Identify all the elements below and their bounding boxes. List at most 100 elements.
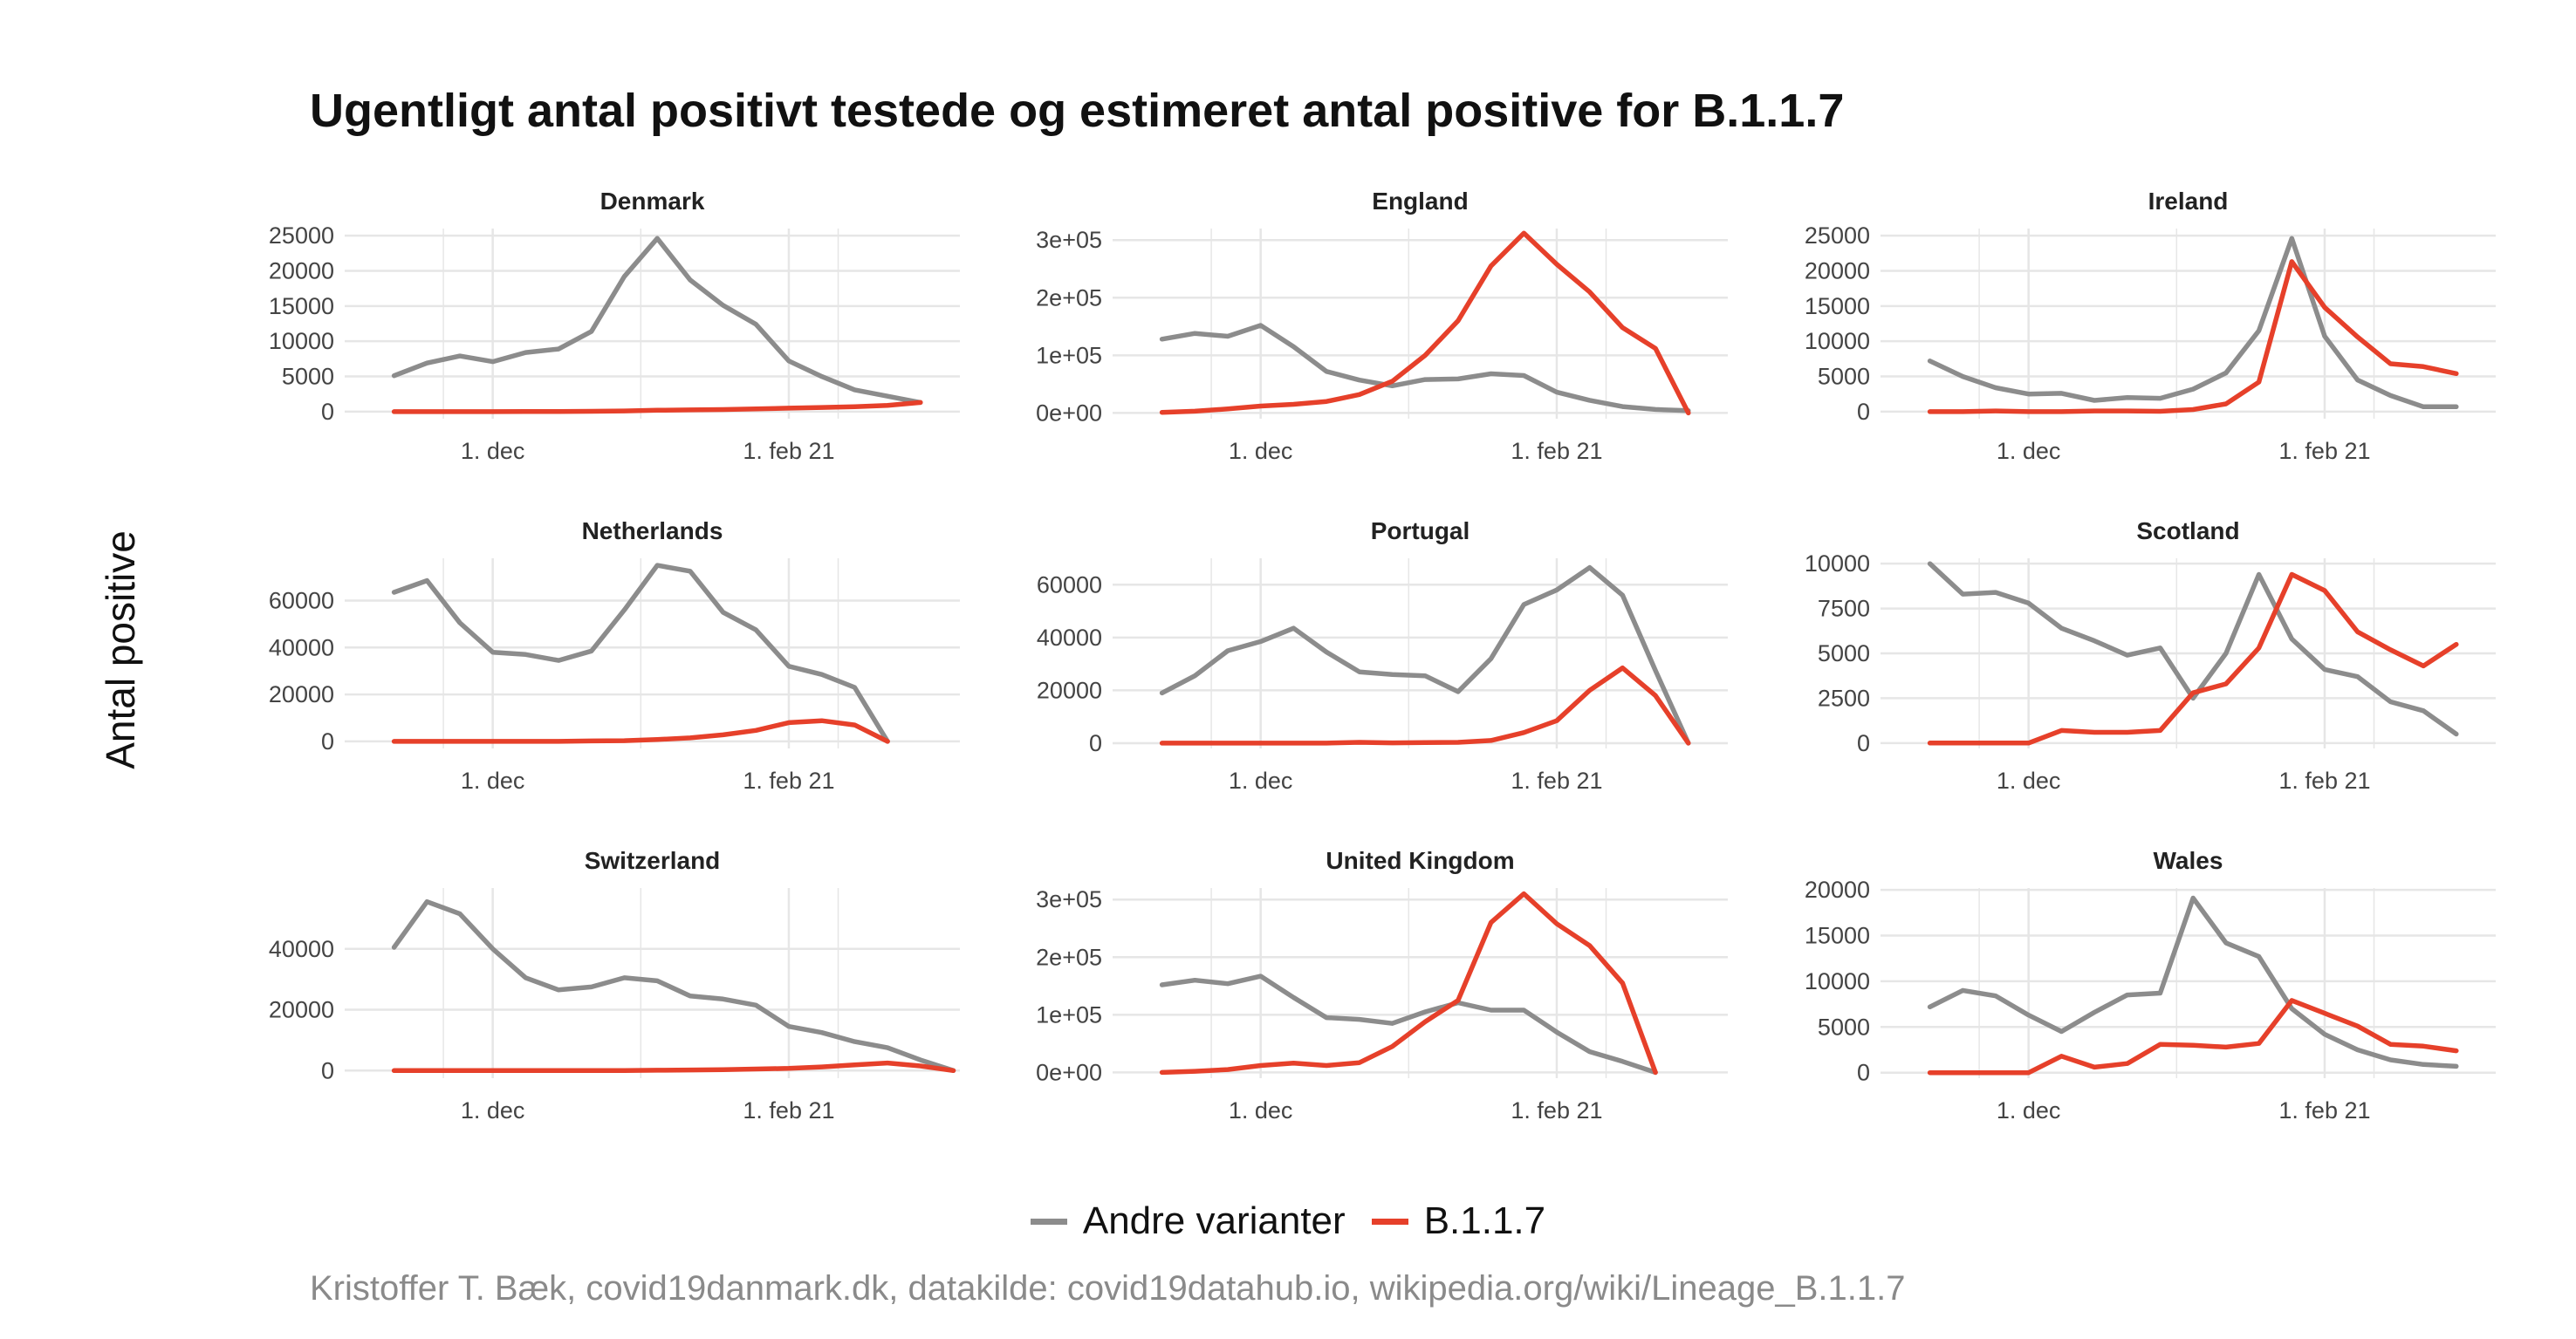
legend-label-b117: B.1.1.7 bbox=[1423, 1199, 1546, 1242]
panel-title: Netherlands bbox=[582, 517, 723, 544]
legend-item-b117: B.1.1.7 bbox=[1371, 1199, 1546, 1243]
panel-title: England bbox=[1372, 188, 1468, 215]
y-tick-label: 5000 bbox=[282, 364, 334, 390]
x-tick-label: 1. feb 21 bbox=[2278, 438, 2370, 464]
panel-wales: 0 5000 10000 15000 20000 1. dec 1. feb 21 Wales bbox=[1805, 847, 2496, 1124]
series-line-andre-varianter bbox=[1927, 236, 2459, 410]
y-tick-label: 20000 bbox=[1805, 877, 1870, 903]
panel-title: Scotland bbox=[2136, 517, 2239, 544]
panel-title: Wales bbox=[2154, 847, 2223, 874]
y-tick-label: 0 bbox=[321, 399, 334, 425]
x-tick-label: 1. feb 21 bbox=[1511, 438, 1602, 464]
y-tick-label: 0 bbox=[321, 728, 334, 755]
series-line-b117 bbox=[391, 400, 923, 414]
panel-title: United Kingdom bbox=[1326, 847, 1514, 874]
panel-denmark: 0 5000 10000 15000 20000 25000 1. dec 1. feb 21… bbox=[269, 188, 960, 464]
y-tick-label: 10000 bbox=[1805, 968, 1870, 994]
panel-netherlands: 0 20000 40000 60000 1. dec 1. feb 21 Netherlan… bbox=[269, 517, 960, 794]
legend: Andre varianter B.1.1.7 bbox=[0, 1199, 2576, 1243]
legend-swatch-other bbox=[1030, 1218, 1067, 1225]
panel-scotland: 0 2500 5000 7500 10000 1. dec 1. feb 21 Scotlan… bbox=[1805, 517, 2496, 794]
series-line-andre-varianter bbox=[1159, 323, 1691, 413]
series-line-andre-varianter bbox=[1159, 974, 1658, 1076]
y-tick-label: 40000 bbox=[1037, 625, 1102, 651]
x-tick-label: 1. dec bbox=[1997, 1097, 2061, 1124]
chart-title: Ugentligt antal positivt testede og esti… bbox=[310, 85, 1845, 137]
panel-portugal: 0 20000 40000 60000 1. dec 1. feb 21 Portugal bbox=[1037, 517, 1728, 794]
y-tick-label: 0 bbox=[1857, 730, 1870, 756]
y-tick-label: 10000 bbox=[1805, 328, 1870, 354]
y-tick-label: 20000 bbox=[1805, 257, 1870, 284]
legend-swatch-b117 bbox=[1371, 1218, 1408, 1225]
panel-england: 0e+00 1e+05 2e+05 3e+05 1. dec 1. feb 21 Engla… bbox=[1036, 188, 1728, 464]
x-tick-label: 1. feb 21 bbox=[743, 768, 834, 794]
y-tick-label: 20000 bbox=[1037, 677, 1102, 703]
y-tick-label: 5000 bbox=[1818, 640, 1870, 666]
series-line-b117 bbox=[1927, 571, 2459, 746]
y-tick-label: 2e+05 bbox=[1036, 944, 1102, 970]
series-line-andre-varianter bbox=[1927, 561, 2459, 737]
y-tick-label: 10000 bbox=[1805, 550, 1870, 577]
x-tick-label: 1. feb 21 bbox=[743, 1097, 834, 1124]
x-tick-label: 1. feb 21 bbox=[1511, 768, 1602, 794]
panel-switzerland: 0 20000 40000 1. dec 1. feb 21 Switzerland bbox=[269, 847, 960, 1124]
series-line-b117 bbox=[1159, 230, 1691, 416]
source-caption: Kristoffer T. Bæk, covid19danmark.dk, da… bbox=[310, 1269, 1906, 1308]
y-tick-label: 0e+00 bbox=[1036, 1059, 1102, 1085]
y-tick-label: 0 bbox=[1857, 399, 1870, 425]
y-tick-label: 0 bbox=[1089, 730, 1102, 756]
x-tick-label: 1. dec bbox=[1997, 768, 2061, 794]
x-tick-label: 1. feb 21 bbox=[1511, 1097, 1602, 1124]
x-tick-label: 1. dec bbox=[461, 768, 525, 794]
y-tick-label: 20000 bbox=[269, 257, 334, 284]
y-tick-label: 10000 bbox=[269, 328, 334, 354]
y-tick-label: 0 bbox=[321, 1057, 334, 1083]
y-tick-label: 5000 bbox=[1818, 1014, 1870, 1040]
x-tick-label: 1. dec bbox=[1229, 768, 1293, 794]
y-tick-label: 20000 bbox=[269, 681, 334, 707]
y-tick-label: 2e+05 bbox=[1036, 284, 1102, 311]
x-tick-label: 1. dec bbox=[1229, 1097, 1293, 1124]
y-tick-label: 15000 bbox=[269, 293, 334, 319]
series-line-andre-varianter bbox=[1927, 895, 2459, 1069]
series-line-andre-varianter bbox=[1159, 564, 1691, 746]
series-line-andre-varianter bbox=[391, 563, 890, 744]
y-tick-label: 7500 bbox=[1818, 596, 1870, 622]
y-tick-label: 40000 bbox=[269, 936, 334, 962]
panel-united-kingdom: 0e+00 1e+05 2e+05 3e+05 1. dec 1. feb 21 Unite… bbox=[1036, 847, 1728, 1124]
series-line-b117 bbox=[391, 1060, 956, 1074]
y-tick-label: 3e+05 bbox=[1036, 886, 1102, 912]
y-tick-label: 40000 bbox=[269, 634, 334, 660]
x-tick-label: 1. dec bbox=[1997, 438, 2061, 464]
panel-ireland: 0 5000 10000 15000 20000 25000 1. dec 1. feb 21… bbox=[1805, 188, 2496, 464]
series-line-andre-varianter bbox=[391, 236, 923, 406]
x-tick-label: 1. feb 21 bbox=[743, 438, 834, 464]
x-tick-label: 1. dec bbox=[461, 438, 525, 464]
y-tick-label: 0 bbox=[1857, 1060, 1870, 1086]
series-line-b117 bbox=[1159, 891, 1658, 1076]
legend-item-other: Andre varianter bbox=[1030, 1199, 1346, 1243]
y-tick-label: 25000 bbox=[269, 222, 334, 249]
y-tick-label: 60000 bbox=[269, 587, 334, 613]
y-tick-label: 1e+05 bbox=[1036, 342, 1102, 368]
y-tick-label: 2500 bbox=[1818, 685, 1870, 711]
y-tick-label: 1e+05 bbox=[1036, 1001, 1102, 1028]
series-line-b117 bbox=[391, 718, 890, 744]
x-tick-label: 1. dec bbox=[1229, 438, 1293, 464]
panel-title: Portugal bbox=[1371, 517, 1470, 544]
panel-title: Denmark bbox=[600, 188, 705, 215]
series-line-b117 bbox=[1927, 259, 2459, 414]
series-line-andre-varianter bbox=[391, 898, 956, 1074]
series-line-b117 bbox=[1927, 998, 2459, 1076]
x-tick-label: 1. feb 21 bbox=[2278, 768, 2370, 794]
x-tick-label: 1. feb 21 bbox=[2278, 1097, 2370, 1124]
y-tick-label: 15000 bbox=[1805, 293, 1870, 319]
panel-title: Ireland bbox=[2148, 188, 2229, 215]
y-tick-label: 3e+05 bbox=[1036, 227, 1102, 253]
y-tick-label: 5000 bbox=[1818, 364, 1870, 390]
panel-title: Switzerland bbox=[585, 847, 721, 874]
y-tick-label: 0e+00 bbox=[1036, 400, 1102, 426]
y-tick-label: 15000 bbox=[1805, 923, 1870, 949]
series-line-b117 bbox=[1159, 665, 1691, 746]
